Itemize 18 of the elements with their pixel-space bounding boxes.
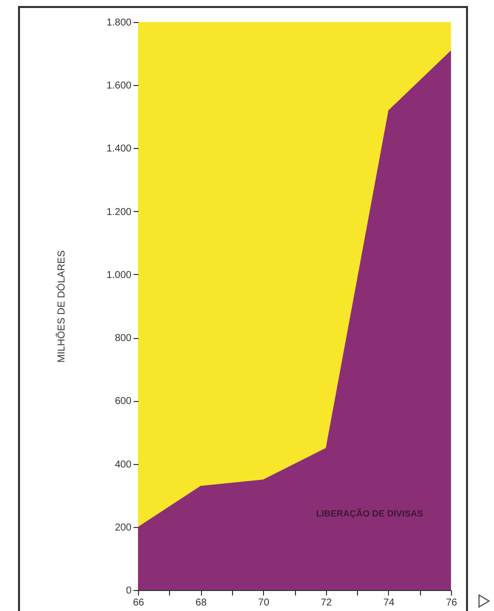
x-tick-label: 74: [383, 598, 395, 608]
y-tick-label: 1.200: [106, 206, 132, 218]
y-tick-label: 1.600: [106, 80, 132, 92]
y-axis-title: MILHÕES DE DÓLARES: [55, 250, 68, 363]
y-tick-label: 0: [126, 586, 132, 596]
y-tick-label: 1.800: [106, 18, 132, 28]
x-tick-label: 66: [132, 598, 144, 608]
y-tick-label: 400: [114, 459, 132, 470]
y-tick-label: 1.000: [106, 270, 132, 281]
y-tick-label: 1.400: [106, 144, 132, 155]
x-tick-label: 70: [258, 598, 270, 608]
y-tick-label: 200: [114, 522, 132, 534]
series-label: LIBERAÇÃO DE DIVISAS: [316, 507, 424, 518]
y-tick-label: 600: [114, 396, 132, 408]
x-tick-label: 76: [446, 598, 458, 608]
y-tick-label: 800: [114, 333, 132, 344]
x-tick-label: 68: [196, 598, 208, 608]
x-tick-label: 72: [320, 598, 332, 608]
